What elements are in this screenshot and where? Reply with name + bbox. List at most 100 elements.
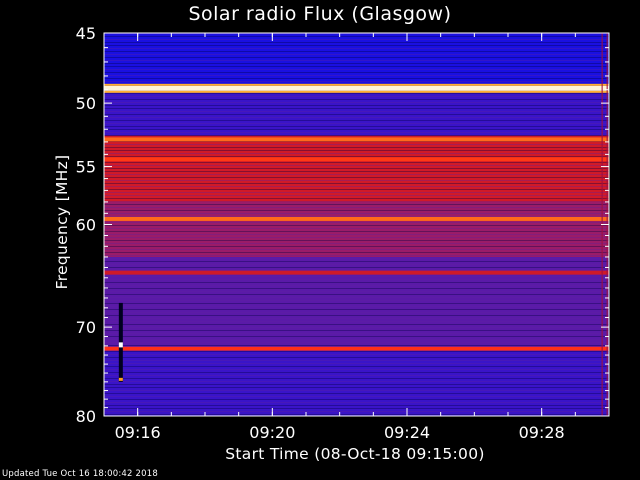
channel-stripe bbox=[104, 141, 609, 142]
y-tick-label-3: 60 bbox=[76, 216, 96, 235]
channel-stripe bbox=[104, 36, 609, 37]
channel-stripe bbox=[104, 237, 609, 238]
channel-stripe bbox=[104, 111, 609, 112]
spectrum-region-5 bbox=[104, 345, 609, 416]
channel-texture bbox=[104, 33, 609, 415]
x-axis-label: Start Time (08-Oct-18 09:15:00) bbox=[225, 445, 485, 463]
channel-stripe bbox=[104, 57, 609, 58]
channel-stripe bbox=[104, 243, 609, 244]
channel-stripe bbox=[104, 339, 609, 340]
updated-timestamp: Updated Tue Oct 16 18:00:42 2018 bbox=[2, 469, 158, 479]
channel-stripe bbox=[104, 171, 609, 172]
channel-stripe bbox=[104, 117, 609, 118]
x-tick-label-2: 09:24 bbox=[384, 423, 430, 442]
channel-stripe bbox=[104, 192, 609, 193]
y-tick-label-1: 50 bbox=[76, 94, 96, 113]
channel-stripe bbox=[104, 174, 609, 175]
channel-stripe bbox=[104, 225, 609, 226]
channel-stripe bbox=[104, 369, 609, 370]
channel-stripe bbox=[104, 411, 609, 412]
channel-stripe bbox=[104, 180, 609, 181]
emission-band-4 bbox=[104, 270, 609, 275]
channel-stripe bbox=[104, 150, 609, 151]
channel-stripe bbox=[104, 45, 609, 46]
channel-stripe bbox=[104, 177, 609, 178]
channel-stripe bbox=[104, 282, 609, 283]
channel-stripe bbox=[104, 300, 609, 301]
channel-stripe bbox=[104, 126, 609, 127]
channel-stripe bbox=[104, 189, 609, 190]
channel-stripe bbox=[104, 378, 609, 379]
channel-stripe bbox=[104, 276, 609, 277]
spectrum-region-1 bbox=[104, 86, 609, 136]
channel-stripe bbox=[104, 198, 609, 199]
channel-stripe bbox=[104, 393, 609, 394]
channel-stripe bbox=[104, 168, 609, 169]
channel-stripe bbox=[104, 270, 609, 271]
channel-stripe bbox=[104, 294, 609, 295]
burst-streak-0 bbox=[118, 302, 123, 382]
channel-stripe bbox=[104, 330, 609, 331]
channel-stripe bbox=[104, 297, 609, 298]
channel-stripe bbox=[104, 390, 609, 391]
channel-stripe bbox=[104, 318, 609, 319]
channel-stripe bbox=[104, 186, 609, 187]
channel-stripe bbox=[104, 342, 609, 343]
channel-stripe bbox=[104, 69, 609, 70]
channel-stripe bbox=[104, 357, 609, 358]
channel-stripe bbox=[104, 216, 609, 217]
channel-stripe bbox=[104, 396, 609, 397]
channel-stripe bbox=[104, 303, 609, 304]
channel-stripe bbox=[104, 114, 609, 115]
channel-stripe bbox=[104, 351, 609, 352]
burst-peak-0 bbox=[118, 342, 123, 348]
channel-stripe bbox=[104, 333, 609, 334]
channel-stripe bbox=[104, 249, 609, 250]
channel-stripe bbox=[104, 195, 609, 196]
channel-stripe bbox=[104, 183, 609, 184]
y-tick-label-5: 80 bbox=[76, 407, 96, 426]
channel-stripe bbox=[104, 285, 609, 286]
channel-stripe bbox=[104, 207, 609, 208]
channel-stripe bbox=[104, 255, 609, 256]
channel-stripe bbox=[104, 144, 609, 145]
channel-stripe bbox=[104, 327, 609, 328]
channel-stripe bbox=[104, 309, 609, 310]
channel-stripe bbox=[104, 135, 609, 136]
channel-stripe bbox=[104, 261, 609, 262]
channel-stripe bbox=[104, 204, 609, 205]
channel-stripe bbox=[104, 120, 609, 121]
channel-stripe bbox=[104, 153, 609, 154]
channel-stripe bbox=[104, 60, 609, 61]
channel-stripe bbox=[104, 324, 609, 325]
channel-stripe bbox=[104, 252, 609, 253]
channel-stripe bbox=[104, 405, 609, 406]
channel-stripe bbox=[104, 408, 609, 409]
emission-band-3 bbox=[104, 216, 609, 221]
channel-stripe bbox=[104, 354, 609, 355]
channel-stripe bbox=[104, 228, 609, 229]
y-tick-label-2: 55 bbox=[76, 158, 96, 177]
channel-stripe bbox=[104, 162, 609, 163]
channel-stripe bbox=[104, 93, 609, 94]
x-tick-label-3: 09:28 bbox=[519, 423, 565, 442]
channel-stripe bbox=[104, 210, 609, 211]
channel-stripe bbox=[104, 165, 609, 166]
channel-stripe bbox=[104, 381, 609, 382]
channel-stripe bbox=[104, 387, 609, 388]
channel-stripe bbox=[104, 72, 609, 73]
spectrum-region-3 bbox=[104, 201, 609, 257]
x-tick-label-0: 09:16 bbox=[115, 423, 161, 442]
emission-band-glow-0-b bbox=[104, 90, 609, 93]
channel-stripe bbox=[104, 399, 609, 400]
channel-stripe bbox=[104, 375, 609, 376]
channel-stripe bbox=[104, 201, 609, 202]
emission-band-2 bbox=[104, 157, 609, 162]
y-axis-label: Frequency [MHz] bbox=[53, 154, 71, 290]
channel-stripe bbox=[104, 306, 609, 307]
chart-title: Solar radio Flux (Glasgow) bbox=[188, 3, 452, 25]
channel-stripe bbox=[104, 267, 609, 268]
channel-stripe bbox=[104, 156, 609, 157]
channel-stripe bbox=[104, 213, 609, 214]
